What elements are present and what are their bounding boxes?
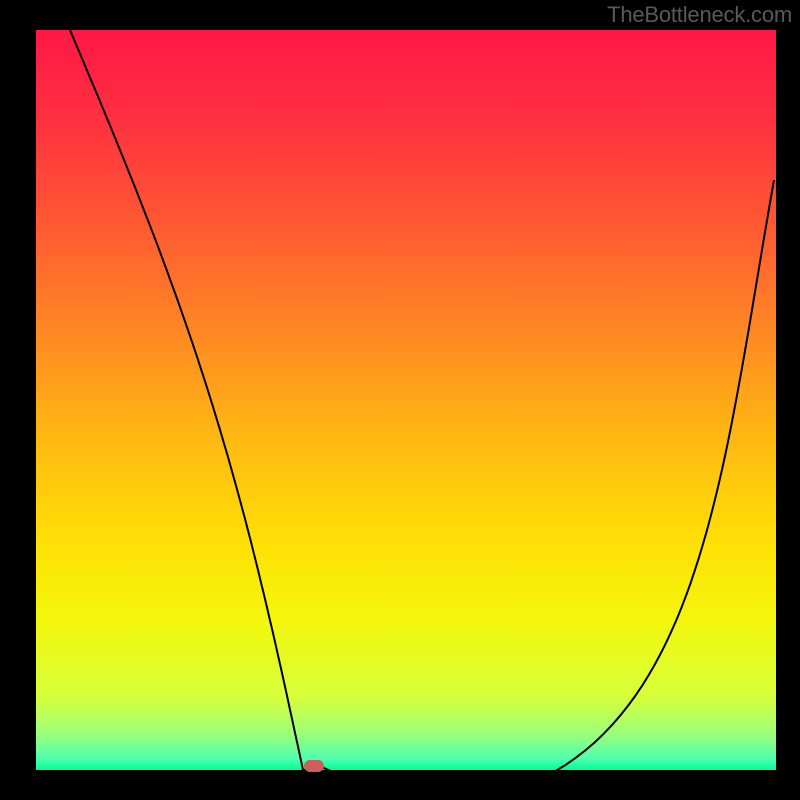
chart-canvas: TheBottleneck.com	[0, 0, 800, 800]
bottleneck-marker	[304, 760, 324, 772]
curve-layer	[36, 30, 776, 770]
plot-area	[36, 30, 776, 770]
bottleneck-curve	[70, 30, 774, 770]
watermark-text: TheBottleneck.com	[607, 2, 792, 28]
